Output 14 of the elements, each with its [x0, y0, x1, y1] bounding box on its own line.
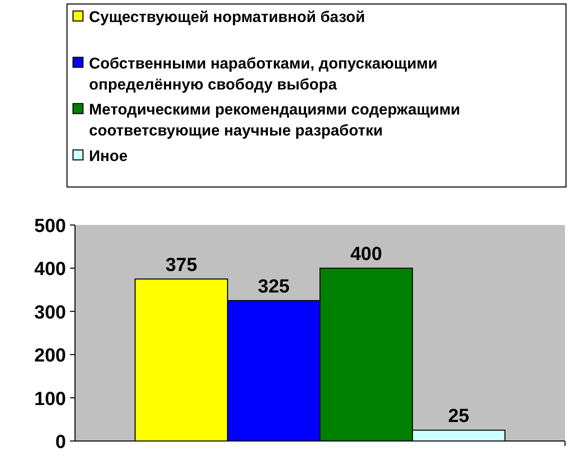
data-label: 400 — [350, 244, 382, 266]
legend-label: Методическими рекомендациями содержащими соответсвующие научные разработки — [89, 102, 460, 140]
y-tick-label: 0 — [55, 432, 66, 453]
y-tick-label: 200 — [34, 346, 66, 367]
data-label: 375 — [165, 255, 198, 276]
legend-label: Собственными наработками, допускающими определённую свободу выбора — [89, 55, 438, 94]
legend-label: Иное — [89, 148, 128, 165]
data-label: 25 — [448, 406, 470, 428]
data-label: 325 — [258, 276, 290, 298]
legend-label: Существующей нормативной базой — [89, 9, 366, 26]
y-tick-label: 100 — [34, 388, 66, 410]
y-tick-label: 400 — [34, 259, 66, 280]
y-tick-label: 300 — [34, 302, 66, 324]
y-tick-label: 500 — [34, 216, 66, 237]
